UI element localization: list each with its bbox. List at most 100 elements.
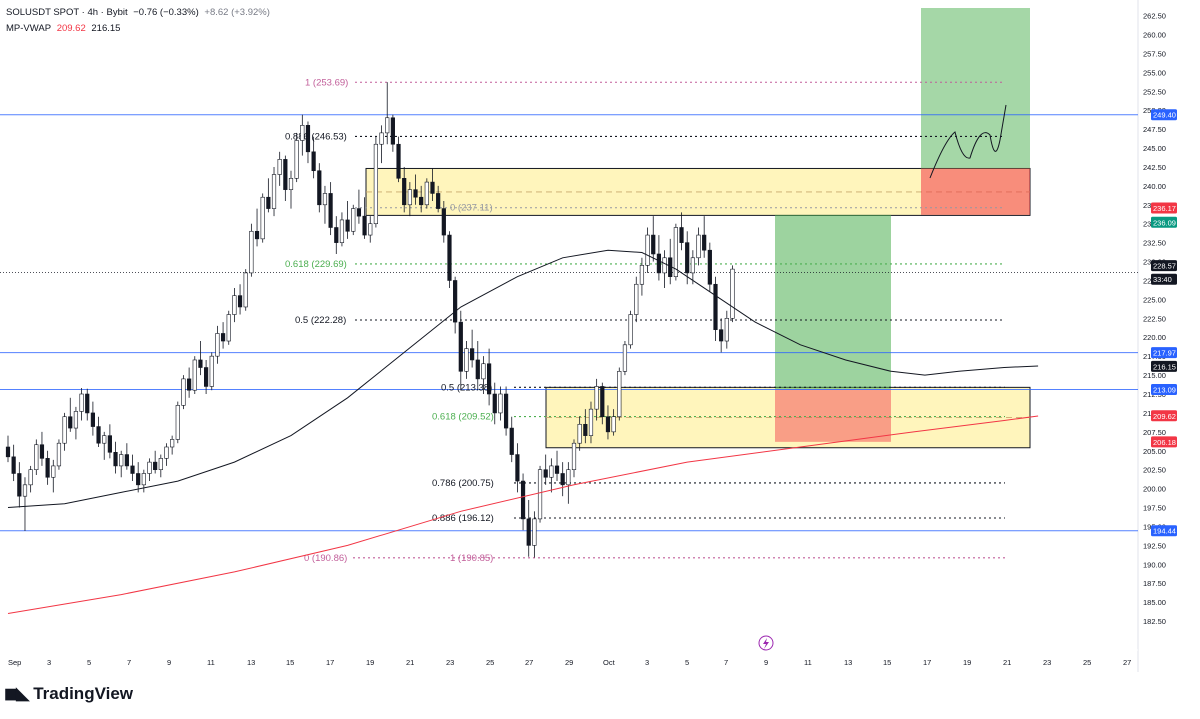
price-tick-2: 187.50 [1143,579,1166,588]
candle-body [215,333,220,357]
candle-body [611,416,616,433]
candle-body [549,465,554,478]
price-tick-13: 215.00 [1143,371,1166,380]
price-badge-text-5: 217.97 [1153,349,1176,358]
candle-body [334,227,339,243]
candle-body [311,151,316,172]
candle-body [249,230,254,274]
time-label-13: 27 [525,658,533,667]
candle-body [158,458,163,471]
price-tick-9: 205.00 [1143,447,1166,456]
fib-label-8: 0.886 (196.12) [432,513,494,524]
candle-body [51,465,56,478]
candle-body [5,446,11,458]
candle-body [679,227,684,243]
candle-body [339,219,345,243]
candle-body [498,393,503,414]
time-label-11: 23 [446,658,454,667]
candle-body [294,140,299,179]
candle-body [566,469,571,486]
candle-body [130,465,135,474]
price-tick-23: 240.00 [1143,182,1166,191]
indicator-name[interactable]: MP-VWAP [6,23,52,34]
candle-body [147,461,152,474]
brand: ◼◣ TradingView [4,684,133,704]
symbol-title[interactable]: SOLUSDT SPOT · 4h · Bybit [6,7,128,18]
fib-label-10: 1 (190.85) [450,553,493,564]
candle-body [402,177,407,206]
candle-body [424,181,429,206]
candle-body [300,125,305,141]
time-label-10: 21 [406,658,414,667]
time-label-7: 15 [286,658,294,667]
candle-body [192,359,197,391]
candle-body [503,393,509,429]
fib-label-5: 0.5 (213.38) [441,382,492,393]
time-label-17: 5 [685,658,689,667]
projected-target [921,8,1030,169]
candle-body [651,234,656,255]
time-label-4: 9 [167,658,171,667]
lightning-icon [763,638,769,649]
time-label-2: 5 [87,658,91,667]
price-badge-text-6: 216.15 [1153,362,1176,371]
candle-body [153,461,158,471]
candle-body [198,359,203,368]
indicator-header: MP-VWAP 209.62 216.15 [6,23,123,34]
candle-body [11,456,16,474]
projected-stop [921,168,1030,215]
time-label-25: 21 [1003,658,1011,667]
candle-body [56,442,62,467]
time-label-26: 23 [1043,658,1051,667]
price-badge-9 [1151,436,1177,448]
candle-body [707,249,712,285]
candle-body [28,469,33,486]
candle-body [413,189,418,198]
price-badge-4 [1151,273,1177,285]
candle-body [713,283,718,330]
candle-body [68,416,73,429]
price-tick-8: 202.50 [1143,466,1166,475]
candle-body [464,348,469,372]
price-badge-text-10: 194.44 [1153,527,1176,536]
indicator-value-2: 216.15 [91,23,121,34]
candle-body [509,427,514,455]
time-label-12: 25 [486,658,494,667]
candle-body [90,412,95,427]
price-tick-25: 245.00 [1143,144,1166,153]
candle-body [390,117,395,145]
candle-body [571,442,577,471]
candle-body [96,426,101,444]
candle-body [356,208,362,217]
time-label-8: 17 [326,658,334,667]
candle-body [617,371,622,418]
candle-body [475,359,480,380]
indicator-value-1: 209.62 [56,23,86,34]
time-label-28: 27 [1123,658,1131,667]
candle-body [419,196,424,206]
candle-body [554,465,560,474]
range-change-value: +8.62 (+3.92%) [204,7,270,18]
candle-body [113,451,118,467]
time-label-22: 15 [883,658,891,667]
time-label-18: 7 [724,658,728,667]
candle-body [187,378,192,391]
candle-body [164,446,169,459]
candle-body [124,454,129,467]
candle-body [373,143,379,225]
price-tick-15: 220.00 [1143,333,1166,342]
candle-body [594,386,599,410]
candle-body [79,393,84,412]
price-badge-text-2: 236.09 [1153,218,1176,227]
price-tick-24: 242.50 [1143,163,1166,172]
price-tick-31: 260.00 [1143,30,1166,39]
candle-body [368,223,373,236]
candle-body [724,318,729,342]
price-badge-text-8: 209.62 [1153,412,1176,421]
time-label-14: 29 [565,658,573,667]
candle-body [226,314,231,342]
price-tick-26: 247.50 [1143,125,1166,134]
candle-body [283,159,288,190]
time-label-24: 19 [963,658,971,667]
